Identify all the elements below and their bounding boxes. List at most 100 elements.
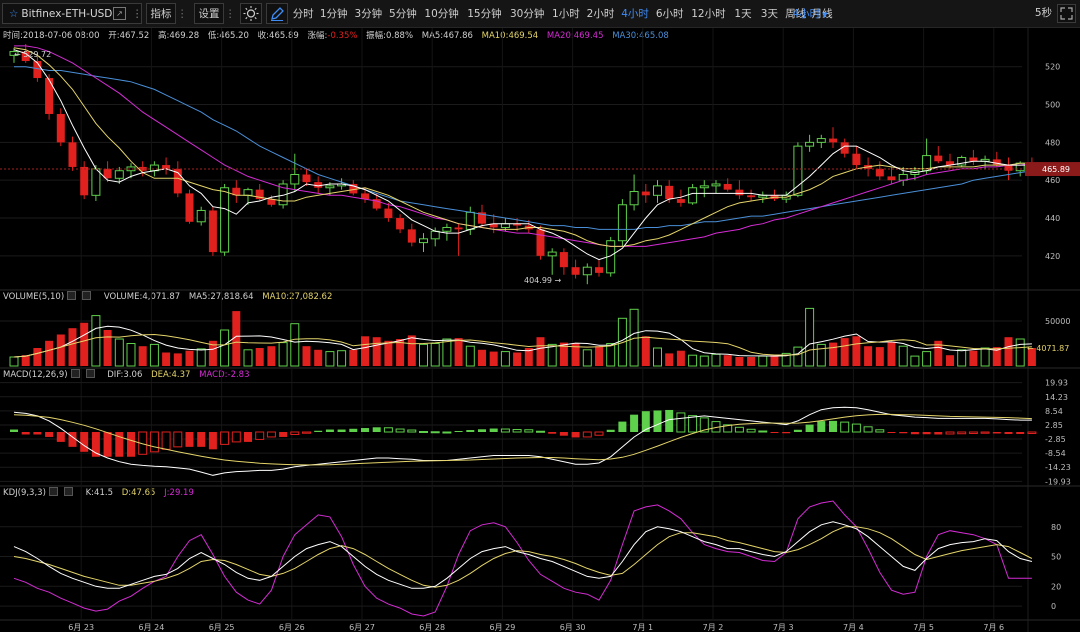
info-close: 收:465.89 [257,31,299,41]
macd-bar-positive [676,412,686,433]
candle-down [559,252,568,268]
candle-down [56,113,65,143]
macd-bar-positive [419,431,428,434]
interval-tab[interactable]: 1天 [734,8,752,20]
interval-tab[interactable]: 30分钟 [510,8,545,20]
interval-tab[interactable]: 15分钟 [467,8,502,20]
indicators-more-icon[interactable]: ⋮ [177,8,188,20]
volume-bar-up [957,349,967,367]
volume-bar-up [606,343,616,367]
price-tick-label: 480 [1045,138,1060,147]
macd-bar-positive [407,429,417,433]
interval-tab[interactable]: 1分钟 [319,8,348,20]
time-tick-label: 7月 6 [983,623,1004,632]
price-tick-label: 500 [1045,101,1060,110]
volume-bar-up [290,323,300,367]
draw-tool-button[interactable] [266,3,288,24]
interval-tab[interactable]: 周线 [785,8,807,20]
macd-bar-negative [782,432,791,434]
macd-bar-negative [594,431,604,436]
brightness-toggle[interactable] [240,3,262,24]
volume-bar-down [372,337,381,366]
interval-dropdown[interactable]: 4小时 ▼ [792,8,828,20]
volume-ma10: MA10:27,082.62 [262,292,333,302]
external-link-icon[interactable]: ↗ [113,7,126,20]
interval-tab[interactable]: 10分钟 [424,8,459,20]
volume-bar-up [758,355,768,367]
settings-more-icon[interactable]: ⋮ [225,8,236,20]
interval-tab[interactable]: 月线 [811,8,833,20]
interval-tab[interactable]: 4小时 [621,8,649,20]
macd-bar-positive [478,429,486,432]
interval-tab[interactable]: 分时 [292,8,314,20]
info-amplitude: 振幅:0.88% [366,31,414,41]
info-ma10: MA10:469.54 [481,31,539,41]
macd-bar-negative [548,432,557,434]
volume-bar-down [676,350,685,366]
macd-bar-positive [430,431,440,434]
refresh-interval[interactable]: 5秒 [1034,7,1052,19]
macd-tick-label: -14.23 [1045,463,1071,472]
star-icon[interactable]: ☆ [9,8,19,20]
max-price-marker: ← 529.72 [14,50,51,59]
macd-tick-label: 14.23 [1045,393,1068,402]
settings-icon[interactable] [48,487,58,496]
close-icon[interactable] [85,369,95,378]
interval-tab[interactable]: 12小时 [691,8,726,20]
candle-up [957,156,967,166]
volume-bar-down [875,347,884,366]
settings-icon[interactable] [70,369,80,378]
settings-button[interactable]: 设置 [194,3,224,24]
volume-bar-up [196,348,206,367]
volume-bar-up [126,343,136,367]
ma30-line [14,66,1032,230]
kdj-tick-label: 80 [1051,523,1061,532]
volume-bar-down [478,349,486,366]
info-high: 高:469.28 [158,31,200,41]
volume-bar-up [91,315,101,367]
time-tick-label: 6月 25 [209,623,235,632]
volume-bar-up [922,351,932,367]
macd-bar-positive [489,428,498,432]
volume-bar-up [980,347,990,367]
interval-tab[interactable]: 2小时 [586,8,615,20]
more-dots-icon[interactable]: ⋮ [132,8,143,20]
macd-bar-positive [618,421,627,432]
candle-down [372,199,381,209]
time-tick-label: 6月 27 [349,623,375,632]
macd-bar-negative [1027,431,1037,434]
macd-bar-negative [185,432,194,447]
volume-ma10-line [13,333,1032,358]
interval-tab[interactable]: 3分钟 [354,8,383,20]
indicators-button[interactable]: 指标 [146,3,176,24]
close-icon[interactable] [63,487,73,496]
candle-down [595,267,603,273]
macd-bar-negative [255,431,265,440]
macd-bar-negative [992,432,1001,434]
macd-bar-positive [606,429,615,432]
settings-icon[interactable] [67,291,77,300]
fullscreen-button[interactable] [1057,4,1076,23]
kdj-tick-label: 20 [1051,582,1061,591]
interval-tab[interactable]: 6小时 [655,8,684,20]
macd-bar-positive [466,430,475,432]
kdj-info-bar: KDJ(9,3,3) K:41.5 D:47.65 J:29.19 [3,487,200,499]
interval-tab[interactable]: 3天 [760,8,778,20]
interval-tab[interactable]: 5分钟 [389,8,417,20]
interval-tab[interactable]: 1小时 [552,8,580,20]
volume-bar-down [361,336,369,366]
candle-down [162,165,171,169]
close-icon[interactable] [82,291,92,300]
fullscreen-icon [1060,7,1073,20]
candle-down [208,210,217,253]
macd-dif: DIF:3.06 [107,370,143,380]
macd-dif-line [13,406,1032,476]
macd-bar-negative [571,432,580,438]
candle-down [68,142,77,167]
symbol-selector[interactable]: ☆ Bitfinex-ETH-USD ↗ ⋮ [2,3,143,24]
candle-down [571,267,580,275]
volume-bar-up [1015,338,1025,367]
candle-up [547,251,557,257]
macd-bar-negative [231,431,241,443]
